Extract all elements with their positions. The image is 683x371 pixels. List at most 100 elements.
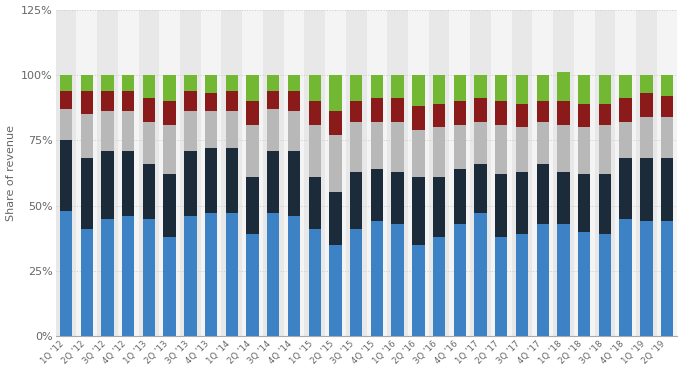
Bar xyxy=(118,10,139,336)
Bar xyxy=(267,91,279,109)
Bar xyxy=(516,171,528,234)
Bar xyxy=(81,91,93,114)
Bar xyxy=(60,75,72,91)
Bar xyxy=(495,101,507,125)
Bar xyxy=(225,111,238,148)
Bar xyxy=(474,75,487,98)
Bar xyxy=(412,177,425,245)
Bar xyxy=(101,219,113,336)
Bar xyxy=(367,10,387,336)
Bar xyxy=(474,213,487,336)
Bar xyxy=(599,174,611,234)
Bar xyxy=(599,125,611,174)
Bar xyxy=(640,116,652,158)
Bar xyxy=(495,75,507,101)
Bar xyxy=(225,213,238,336)
Bar xyxy=(329,135,342,193)
Bar xyxy=(640,221,652,336)
Bar xyxy=(557,72,570,101)
Bar xyxy=(139,10,159,336)
Bar xyxy=(205,148,217,213)
Bar xyxy=(247,101,259,125)
Bar xyxy=(433,104,445,127)
Bar xyxy=(557,125,570,171)
Bar xyxy=(599,234,611,336)
Bar xyxy=(350,122,363,171)
Bar xyxy=(657,10,678,336)
Bar xyxy=(122,151,135,216)
Bar xyxy=(305,10,325,336)
Bar xyxy=(553,10,574,336)
Bar xyxy=(636,10,657,336)
Bar xyxy=(640,158,652,221)
Bar xyxy=(184,111,197,151)
Bar xyxy=(537,164,549,224)
Bar xyxy=(143,219,155,336)
Bar xyxy=(474,164,487,213)
Bar xyxy=(387,10,408,336)
Bar xyxy=(263,10,283,336)
Bar xyxy=(225,148,238,213)
Bar xyxy=(474,98,487,122)
Bar xyxy=(391,98,404,122)
Bar xyxy=(101,91,113,111)
Bar xyxy=(309,125,321,177)
Bar xyxy=(350,75,363,101)
Bar xyxy=(247,75,259,101)
Bar xyxy=(412,245,425,336)
Bar xyxy=(537,224,549,336)
Bar xyxy=(391,171,404,224)
Bar xyxy=(288,111,301,151)
Bar xyxy=(433,177,445,237)
Bar xyxy=(574,10,594,336)
Bar xyxy=(163,125,176,174)
Bar xyxy=(143,98,155,122)
Bar xyxy=(55,10,76,336)
Bar xyxy=(267,75,279,91)
Bar xyxy=(578,104,590,127)
Bar xyxy=(512,10,532,336)
Bar xyxy=(225,91,238,111)
Bar xyxy=(557,171,570,224)
Bar xyxy=(661,116,673,158)
Bar xyxy=(267,109,279,151)
Bar xyxy=(474,122,487,164)
Bar xyxy=(619,158,632,219)
Bar xyxy=(371,169,383,221)
Bar xyxy=(163,101,176,125)
Bar xyxy=(97,10,118,336)
Bar xyxy=(449,10,470,336)
Bar xyxy=(163,75,176,101)
Bar xyxy=(205,111,217,148)
Bar xyxy=(205,213,217,336)
Bar xyxy=(288,75,301,91)
Bar xyxy=(516,234,528,336)
Bar xyxy=(60,211,72,336)
Bar xyxy=(143,164,155,219)
Bar xyxy=(599,104,611,125)
Bar xyxy=(516,127,528,171)
Bar xyxy=(309,229,321,336)
Bar xyxy=(350,229,363,336)
Bar xyxy=(346,10,367,336)
Bar xyxy=(159,10,180,336)
Bar xyxy=(81,75,93,91)
Bar xyxy=(329,111,342,135)
Bar xyxy=(491,10,512,336)
Bar xyxy=(661,221,673,336)
Bar xyxy=(578,232,590,336)
Bar xyxy=(309,75,321,101)
Bar xyxy=(201,10,221,336)
Bar xyxy=(247,125,259,177)
Bar xyxy=(532,10,553,336)
Bar xyxy=(184,216,197,336)
Bar xyxy=(122,216,135,336)
Bar xyxy=(184,75,197,91)
Bar xyxy=(122,111,135,151)
Bar xyxy=(371,98,383,122)
Bar xyxy=(537,101,549,122)
Bar xyxy=(60,140,72,211)
Bar xyxy=(163,237,176,336)
Bar xyxy=(225,75,238,91)
Bar xyxy=(329,193,342,245)
